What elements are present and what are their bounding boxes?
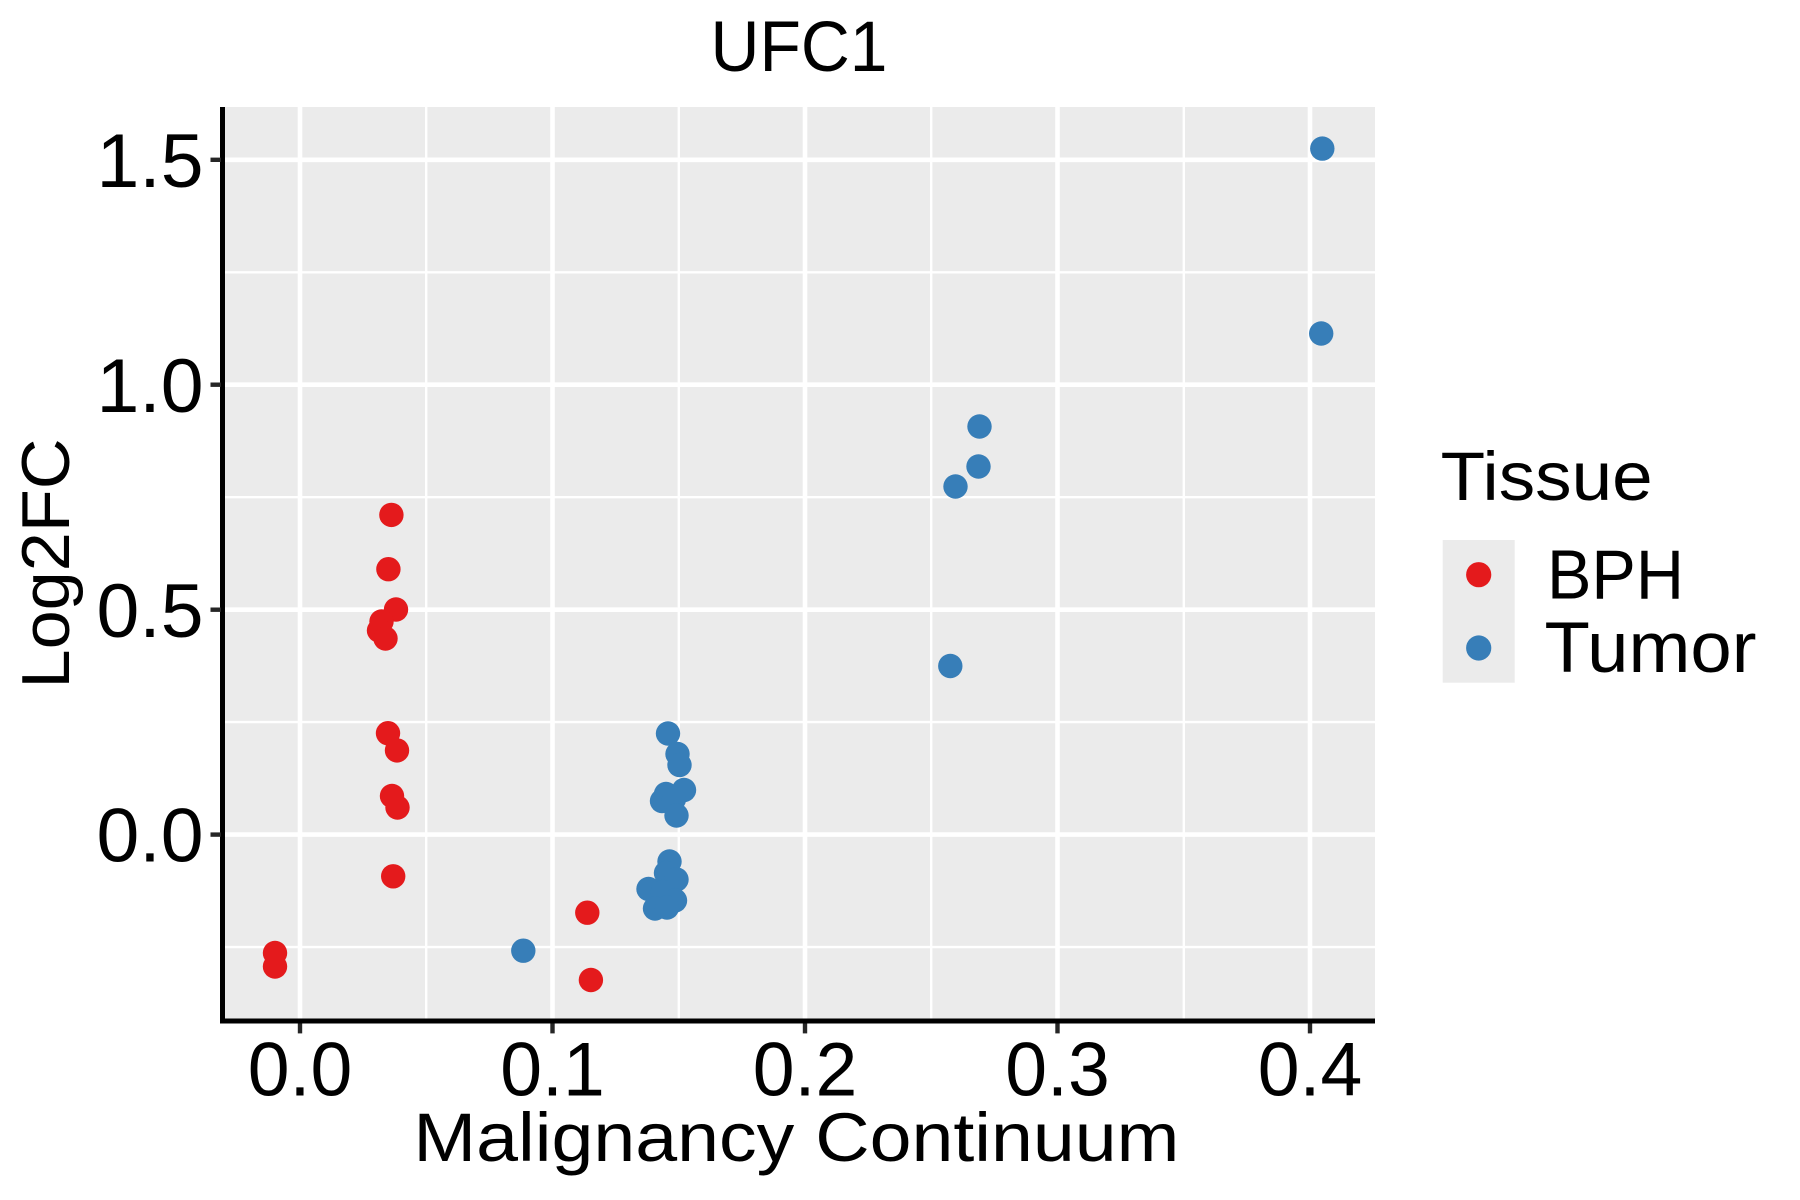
svg-text:0.0: 0.0 [97,794,204,879]
svg-text:0.3: 0.3 [1005,1027,1110,1112]
svg-text:BPH: BPH [1547,536,1684,614]
svg-text:Malignancy Continuum: Malignancy Continuum [413,1099,1179,1176]
svg-text:Log2FC: Log2FC [9,439,84,689]
svg-text:0.2: 0.2 [753,1027,858,1112]
svg-text:1.0: 1.0 [97,344,204,429]
svg-text:UFC1: UFC1 [711,7,888,87]
svg-text:0.4: 0.4 [1258,1027,1363,1112]
svg-text:Tissue: Tissue [1441,438,1653,515]
svg-text:0.0: 0.0 [248,1027,353,1112]
svg-text:0.1: 0.1 [500,1027,605,1112]
svg-text:0.5: 0.5 [97,569,204,654]
svg-text:Tumor: Tumor [1545,609,1757,688]
svg-text:1.5: 1.5 [97,119,204,204]
